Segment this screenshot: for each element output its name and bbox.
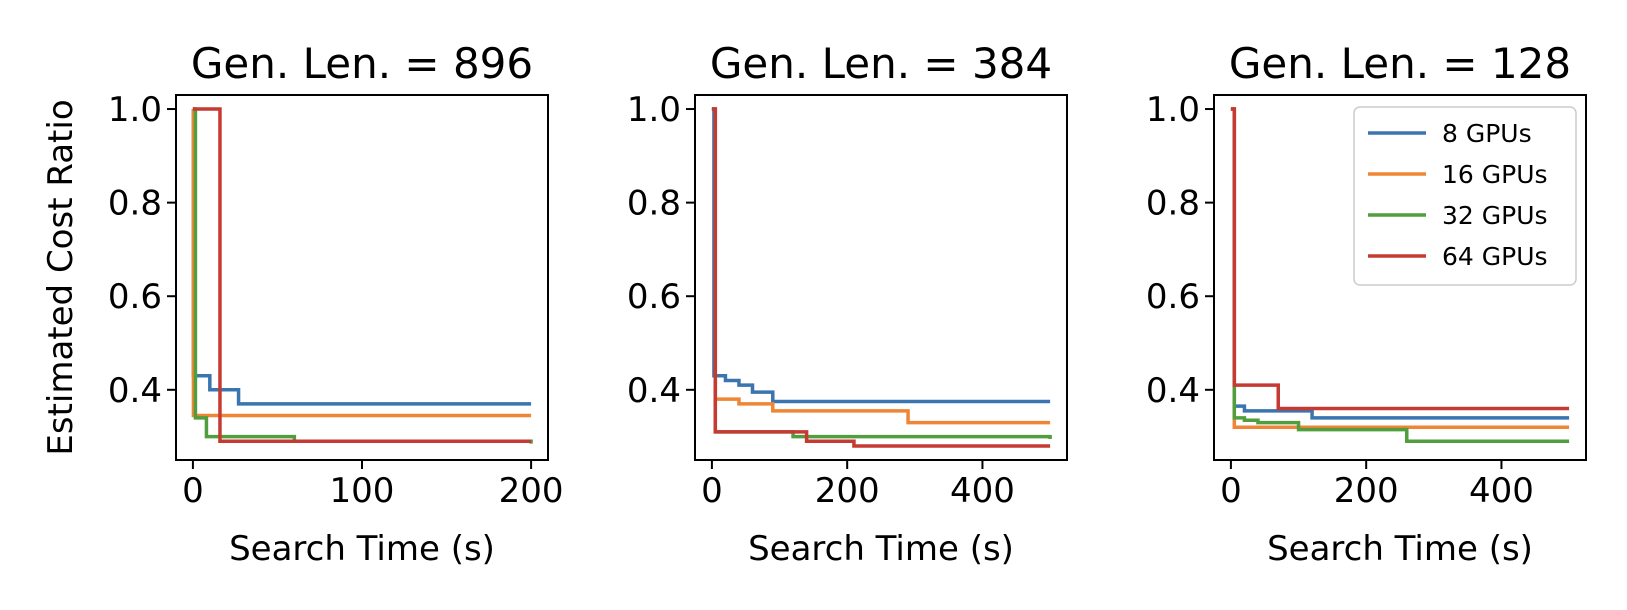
series-line-64-gpus — [1230, 107, 1570, 411]
y-tick-label: 0.4 — [108, 371, 162, 411]
y-tick-label: 0.8 — [108, 184, 162, 224]
series-line-16-gpus — [191, 107, 532, 418]
x-tick-label: 0 — [701, 471, 723, 511]
chart-panel-3: Gen. Len. = 128 0 200 400 0.4 0.6 0.8 1.0 Search… — [1146, 39, 1587, 569]
series-line-32-gpus — [192, 107, 533, 444]
axes-frame — [1213, 94, 1587, 461]
y-tick-label: 1.0 — [627, 90, 681, 130]
x-axis-label: Search Time (s) — [748, 529, 1014, 569]
y-tick-label: 0.4 — [1146, 371, 1200, 411]
series-line-64-gpus — [192, 107, 532, 444]
x-tick-label: 200 — [499, 471, 564, 511]
series-line-16-gpus — [711, 107, 1051, 425]
y-tick-label: 1.0 — [1146, 90, 1200, 130]
y-tick-label: 0.8 — [627, 184, 681, 224]
y-tick-label: 0.6 — [1146, 277, 1200, 317]
x-tick-label: 0 — [182, 471, 204, 511]
x-tick-label: 200 — [815, 471, 880, 511]
x-tick-label: 0 — [1220, 471, 1242, 511]
series-line-8-gpus — [191, 107, 532, 406]
series-line-8-gpus — [711, 107, 1051, 404]
x-tick-label: 200 — [1334, 471, 1399, 511]
legend-box — [1353, 106, 1577, 286]
x-tick-label: 100 — [330, 471, 395, 511]
x-tick-label: 400 — [1469, 471, 1534, 511]
y-tick-label: 0.8 — [1146, 184, 1200, 224]
chart-panel-1: Gen. Len. = 896 0 100 200 0.4 0.6 0.8 1.0 Search… — [41, 39, 564, 569]
y-axis-label: Estimated Cost Ratio — [41, 99, 81, 455]
y-tick-label: 1.0 — [108, 90, 162, 130]
legend-entry-label: 8 GPUs — [1442, 119, 1532, 148]
series-line-32-gpus — [711, 107, 1052, 439]
panel-title: Gen. Len. = 128 — [1229, 39, 1571, 88]
y-tick-label: 0.4 — [627, 371, 681, 411]
panel-title: Gen. Len. = 384 — [710, 39, 1052, 88]
panel-title: Gen. Len. = 896 — [191, 39, 533, 88]
y-tick-label: 0.6 — [627, 277, 681, 317]
x-tick-label: 400 — [950, 471, 1015, 511]
legend-entry-label: 64 GPUs — [1442, 242, 1548, 271]
legend-entry-label: 16 GPUs — [1442, 160, 1548, 189]
chart-panel-2: Gen. Len. = 384 0 200 400 0.4 0.6 0.8 1.0 Search… — [627, 39, 1068, 569]
x-axis-label: Search Time (s) — [229, 529, 495, 569]
legend-entry-label: 32 GPUs — [1442, 201, 1548, 230]
legend: 8 GPUs 16 GPUs 32 GPUs 64 GPUs — [1353, 106, 1577, 286]
series-line-64-gpus — [711, 107, 1051, 448]
axes-frame — [694, 94, 1068, 461]
x-axis-label: Search Time (s) — [1267, 529, 1533, 569]
y-tick-label: 0.6 — [108, 277, 162, 317]
